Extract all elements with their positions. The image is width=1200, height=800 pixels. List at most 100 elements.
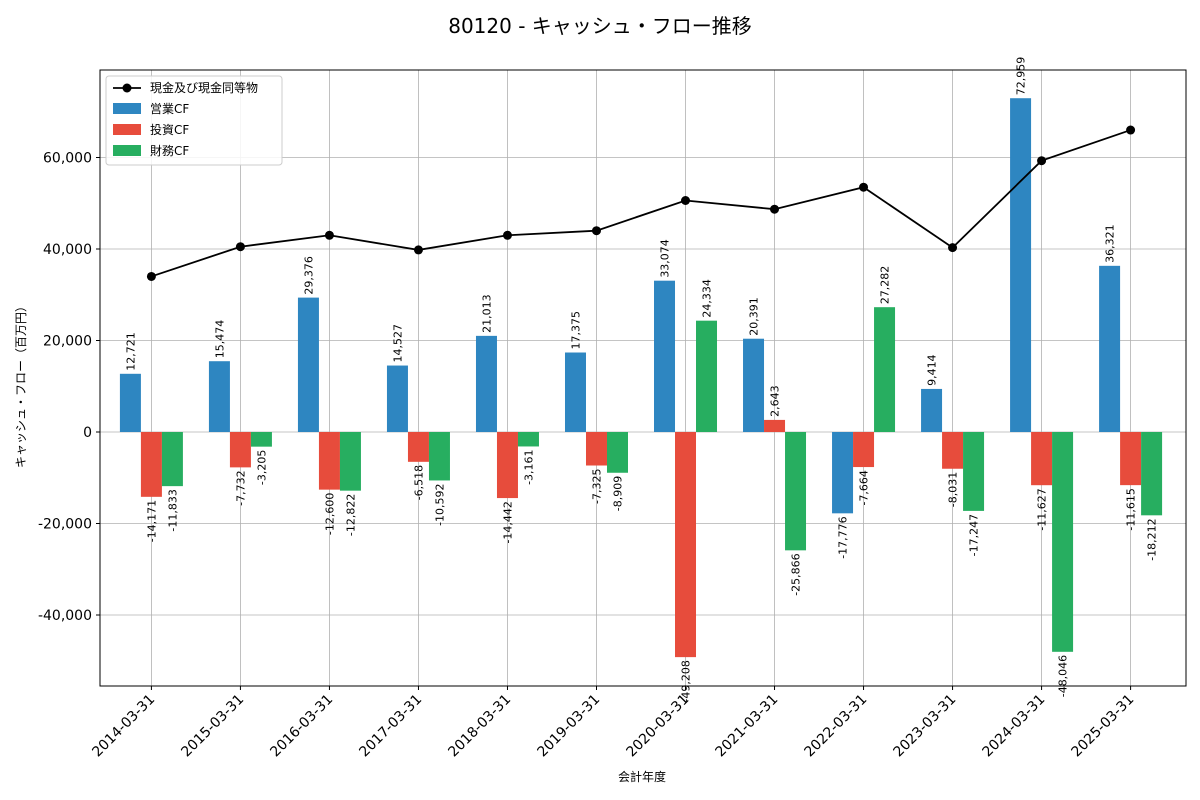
y-axis-ticks: -40,000 -20,000 0 20,000 40,000 60,000 (38, 151, 100, 624)
x-tick-label: 2025-03-31 (1069, 692, 1138, 761)
data-label: 2,643 (769, 385, 782, 417)
data-label: -14,442 (501, 501, 514, 543)
bar (475, 335, 497, 432)
x-tick-label: 2020-03-31 (623, 692, 692, 761)
bar (1010, 98, 1032, 432)
bar (963, 432, 985, 511)
bar (1120, 432, 1142, 486)
bar (585, 432, 607, 466)
bar (1141, 432, 1163, 516)
bar (1099, 265, 1121, 432)
data-label: -8,031 (947, 472, 960, 507)
data-label: 9,414 (926, 354, 939, 386)
cash-point (235, 242, 245, 252)
x-tick-label: 2017-03-31 (356, 692, 425, 761)
data-label: -3,205 (255, 450, 268, 485)
x-tick-label: 2015-03-31 (178, 692, 247, 761)
data-label: 29,376 (302, 256, 315, 295)
bar (1031, 432, 1053, 486)
bar (564, 352, 586, 432)
bar (921, 388, 943, 432)
legend-swatch-financing (113, 145, 141, 156)
data-label: 36,321 (1104, 224, 1117, 263)
bar (832, 432, 854, 514)
legend: 現金及び現金同等物 営業CF 投資CF 財務CF (105, 75, 283, 166)
data-label: 33,074 (659, 239, 672, 278)
bar (675, 432, 697, 658)
cash-point (591, 226, 601, 236)
x-axis-ticks: 2014-03-31 2015-03-31 2016-03-31 2017-03-31… (89, 686, 1137, 760)
data-label: -10,592 (433, 483, 446, 525)
data-label: 72,959 (1015, 57, 1028, 96)
data-label: -14,171 (145, 500, 158, 542)
data-label: 15,474 (213, 320, 226, 359)
bar (764, 419, 786, 432)
y-tick-label: 40,000 (43, 242, 92, 258)
chart-title: 80120 - キャッシュ・フロー推移 (448, 14, 752, 38)
y-tick-label: 0 (83, 425, 92, 441)
bar (696, 320, 718, 432)
legend-swatch-operating (113, 103, 141, 114)
data-label: -17,247 (968, 514, 981, 556)
x-tick-label: 2018-03-31 (445, 692, 514, 761)
x-tick-label: 2024-03-31 (980, 692, 1049, 761)
plot-frame (99, 69, 1187, 687)
legend-line-marker (122, 83, 132, 93)
bar (318, 432, 340, 490)
bar (428, 432, 450, 481)
x-tick-label: 2022-03-31 (802, 692, 871, 761)
data-label: 12,721 (124, 332, 137, 371)
legend-box (105, 75, 283, 166)
x-axis-label: 会計年度 (618, 769, 666, 784)
data-label: -17,776 (837, 516, 850, 558)
data-label: -3,161 (522, 449, 535, 484)
cash-point (1037, 156, 1047, 166)
cash-point (324, 230, 334, 240)
bar (339, 432, 361, 491)
bar (654, 280, 676, 432)
bar (250, 432, 272, 447)
bar (606, 432, 628, 473)
legend-label-financing: 財務CF (150, 143, 189, 158)
data-label: -8,909 (611, 476, 624, 511)
bar (785, 432, 807, 551)
data-labels: 12,721 15,474 29,376 14,527 21,013 17,375 33,0… (124, 57, 1158, 703)
bar (297, 297, 319, 432)
cash-line-path (151, 129, 1131, 278)
x-tick-label: 2023-03-31 (891, 692, 960, 761)
data-label: 17,375 (569, 311, 582, 350)
data-label: -12,600 (323, 493, 336, 535)
y-axis-label: キャッシュ・フロー（百万円） (14, 300, 28, 468)
data-label: 24,334 (701, 279, 714, 318)
bar (119, 373, 141, 432)
bar (229, 432, 251, 468)
cash-line (146, 125, 1136, 281)
cash-point (413, 245, 423, 255)
data-label: -7,664 (858, 470, 871, 505)
cash-point (502, 230, 512, 240)
cash-point (146, 271, 156, 281)
bar (853, 432, 875, 468)
legend-label-investing: 投資CF (150, 122, 189, 137)
data-label: -11,833 (166, 489, 179, 531)
bar (140, 432, 162, 497)
data-label: -49,208 (680, 660, 693, 702)
bar (161, 432, 183, 487)
bar (517, 432, 539, 447)
data-label: 27,282 (879, 266, 892, 305)
cash-point (681, 196, 691, 206)
y-tick-label: -20,000 (38, 517, 92, 533)
data-label: -12,822 (344, 494, 357, 536)
data-label: -7,732 (234, 470, 247, 505)
data-label: -25,866 (790, 553, 803, 595)
data-label: -18,212 (1146, 518, 1159, 560)
x-tick-label: 2014-03-31 (89, 692, 158, 761)
bar (208, 361, 230, 432)
data-label: -11,615 (1125, 488, 1138, 530)
legend-label-cash: 現金及び現金同等物 (150, 80, 258, 95)
x-tick-label: 2016-03-31 (267, 692, 336, 761)
legend-swatch-investing (113, 124, 141, 135)
bar (1052, 432, 1074, 652)
cash-point (859, 182, 869, 192)
